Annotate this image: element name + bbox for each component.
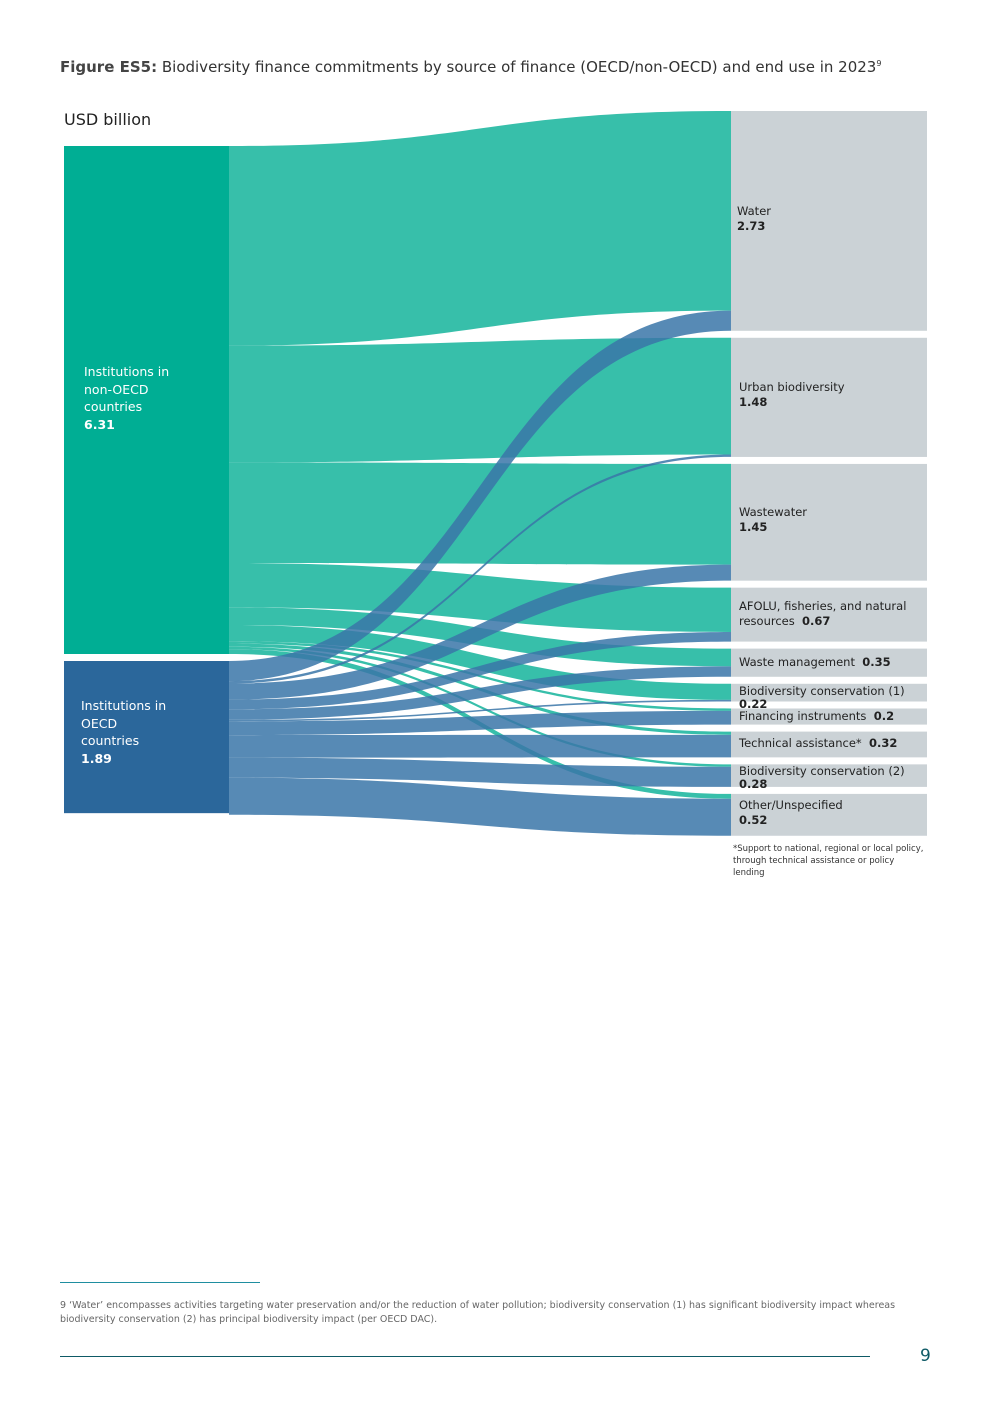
page-number: 9 [920, 1346, 931, 1366]
figure-caption: Figure ES5: Biodiversity finance commitm… [60, 58, 881, 76]
footnote: 9 ‘Water’ encompasses activities targeti… [60, 1300, 896, 1325]
sankey-links [229, 111, 731, 836]
source-label-oecd: Institutions in OECD countries 1.89 [81, 697, 166, 767]
target-label-name: Other/Unspecified [739, 797, 843, 812]
target-label-name: Biodiversity conservation (2) [739, 764, 905, 779]
target-node-bio1 [731, 683, 927, 702]
source-label-line: Institutions in [84, 364, 170, 379]
bottom-rule [60, 1356, 870, 1357]
target-value: 0.2 [873, 708, 895, 723]
target-label-name: Wastewater [739, 505, 808, 520]
figure-caption-text: Biodiversity finance commitments by sour… [157, 58, 877, 76]
flow-oecd-to-water [229, 310, 731, 682]
target-label-name: Financing instruments [739, 708, 867, 723]
flow-nonoecd-to-afolu [229, 563, 731, 632]
flow-oecd-to-bio1 [229, 699, 731, 722]
target-label-ta: Technical assistance* 0.32 [739, 736, 919, 751]
target-label-afolu: AFOLU, fisheries, and natural resources … [739, 599, 909, 629]
target-value: 0.28 [739, 777, 768, 792]
target-label-wastewater: Wastewater 1.45 [739, 505, 919, 535]
target-label-bio1: Biodiversity conservation (1) 0.22 [739, 683, 919, 711]
flow-oecd-to-wastewater [229, 564, 731, 700]
target-label-water: Water 2.73 [737, 204, 917, 234]
source-node-oecd [64, 661, 229, 814]
footnote-rule [60, 1282, 260, 1283]
flow-nonoecd-to-wastewater [229, 462, 731, 565]
sankey-chart [64, 111, 927, 836]
target-node-urban [731, 337, 927, 457]
target-label-urban: Urban biodiversity 1.48 [739, 380, 919, 410]
target-label-name: Biodiversity conservation (1) [739, 683, 905, 698]
target-label-bio2: Biodiversity conservation (2) 0.28 [739, 765, 919, 791]
technical-assistance-note: *Support to national, regional or local … [733, 844, 924, 878]
target-value: 0.35 [862, 654, 891, 669]
source-label-line: countries [84, 399, 143, 414]
sankey-nodes [64, 111, 927, 836]
target-node-afolu [731, 587, 927, 642]
target-node-water [731, 111, 927, 331]
target-label-name: AFOLU, fisheries, and natural resources [739, 598, 907, 628]
flow-oecd-to-bio2 [229, 757, 731, 787]
target-label-other: Other/Unspecified 0.52 [739, 798, 919, 828]
flow-nonoecd-to-urban [229, 337, 731, 463]
figure-caption-footnote-ref: 9 [876, 59, 882, 68]
flow-oecd-to-fin [229, 710, 731, 736]
target-node-wastewater [731, 463, 927, 581]
target-value: 0.67 [802, 613, 831, 628]
target-value: 2.73 [737, 218, 766, 233]
target-value: 0.32 [868, 736, 898, 751]
target-value: 0.22 [739, 696, 768, 711]
source-node-nonoecd [64, 146, 229, 654]
source-value: 1.89 [81, 750, 112, 766]
target-value: 0.52 [739, 812, 768, 827]
source-label-nonoecd: Institutions in non-OECD countries 6.31 [84, 363, 169, 433]
figure-caption-label: Figure ES5: [60, 58, 158, 76]
target-label-fin: Financing instruments 0.2 [739, 709, 919, 724]
target-label-name: Technical assistance* [739, 736, 862, 751]
target-node-bio2 [731, 764, 927, 787]
source-label-line: Institutions in [81, 698, 167, 714]
target-node-waste [731, 648, 927, 677]
unit-label: USD billion [64, 110, 152, 129]
target-label-name: Waste management [739, 654, 855, 669]
flow-oecd-to-waste [229, 666, 731, 720]
target-node-other [731, 793, 927, 836]
flow-oecd-to-urban [229, 454, 731, 684]
target-value: 1.45 [739, 520, 768, 535]
target-node-ta [731, 731, 927, 758]
target-value: 1.48 [739, 395, 768, 410]
flow-oecd-to-ta [229, 734, 731, 758]
source-label-line: non-OECD [84, 381, 149, 397]
flow-oecd-to-other [229, 777, 731, 836]
flow-nonoecd-to-water [229, 111, 731, 346]
source-label-line: countries [81, 733, 140, 749]
target-label-name: Water [737, 203, 771, 218]
flow-oecd-to-afolu [229, 631, 731, 710]
source-label-line: OECD [81, 715, 118, 731]
target-label-name: Urban biodiversity [739, 380, 845, 395]
flow-nonoecd-to-fin [229, 641, 731, 711]
target-node-fin [731, 708, 927, 725]
flow-nonoecd-to-bio2 [229, 646, 731, 767]
source-value: 6.31 [84, 416, 115, 432]
target-label-waste: Waste management 0.35 [739, 655, 919, 670]
